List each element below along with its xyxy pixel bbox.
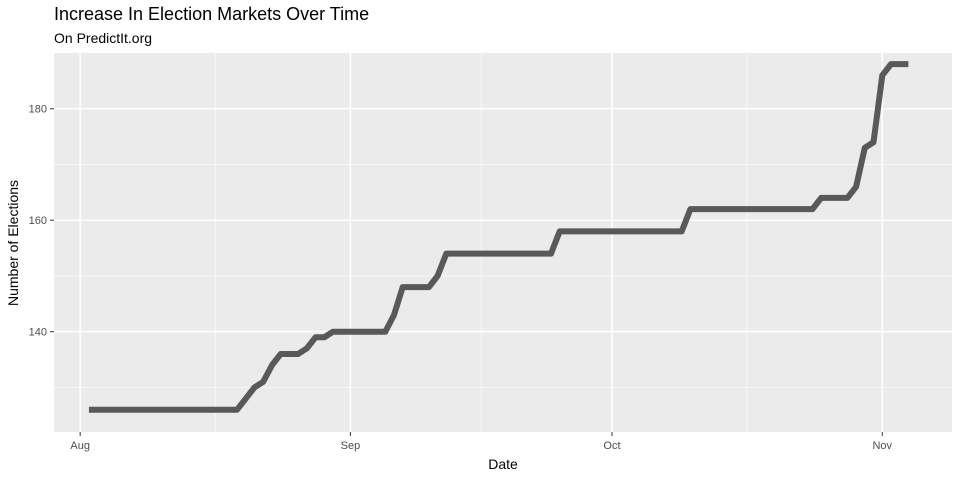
x-tick-label: Aug (70, 440, 90, 452)
plot-panel (54, 53, 952, 432)
series-layer (88, 61, 909, 413)
axes: Aug Sep Oct Nov 140 160 180 (29, 104, 893, 452)
x-tick-label: Nov (872, 440, 892, 452)
x-tick-label: Sep (341, 440, 361, 452)
x-tick-label: Oct (603, 440, 620, 452)
minor-gridlines (54, 53, 952, 432)
chart-subtitle: On PredictIt.org (54, 30, 153, 46)
y-tick-label: 160 (29, 215, 47, 227)
chart-title: Increase In Election Markets Over Time (54, 4, 370, 24)
y-axis-title: Number of Elections (5, 180, 21, 306)
major-gridlines (54, 53, 952, 432)
x-axis-title: Date (488, 456, 518, 472)
series-line (88, 61, 909, 413)
y-tick-label: 140 (29, 327, 47, 339)
y-tick-label: 180 (29, 104, 47, 116)
